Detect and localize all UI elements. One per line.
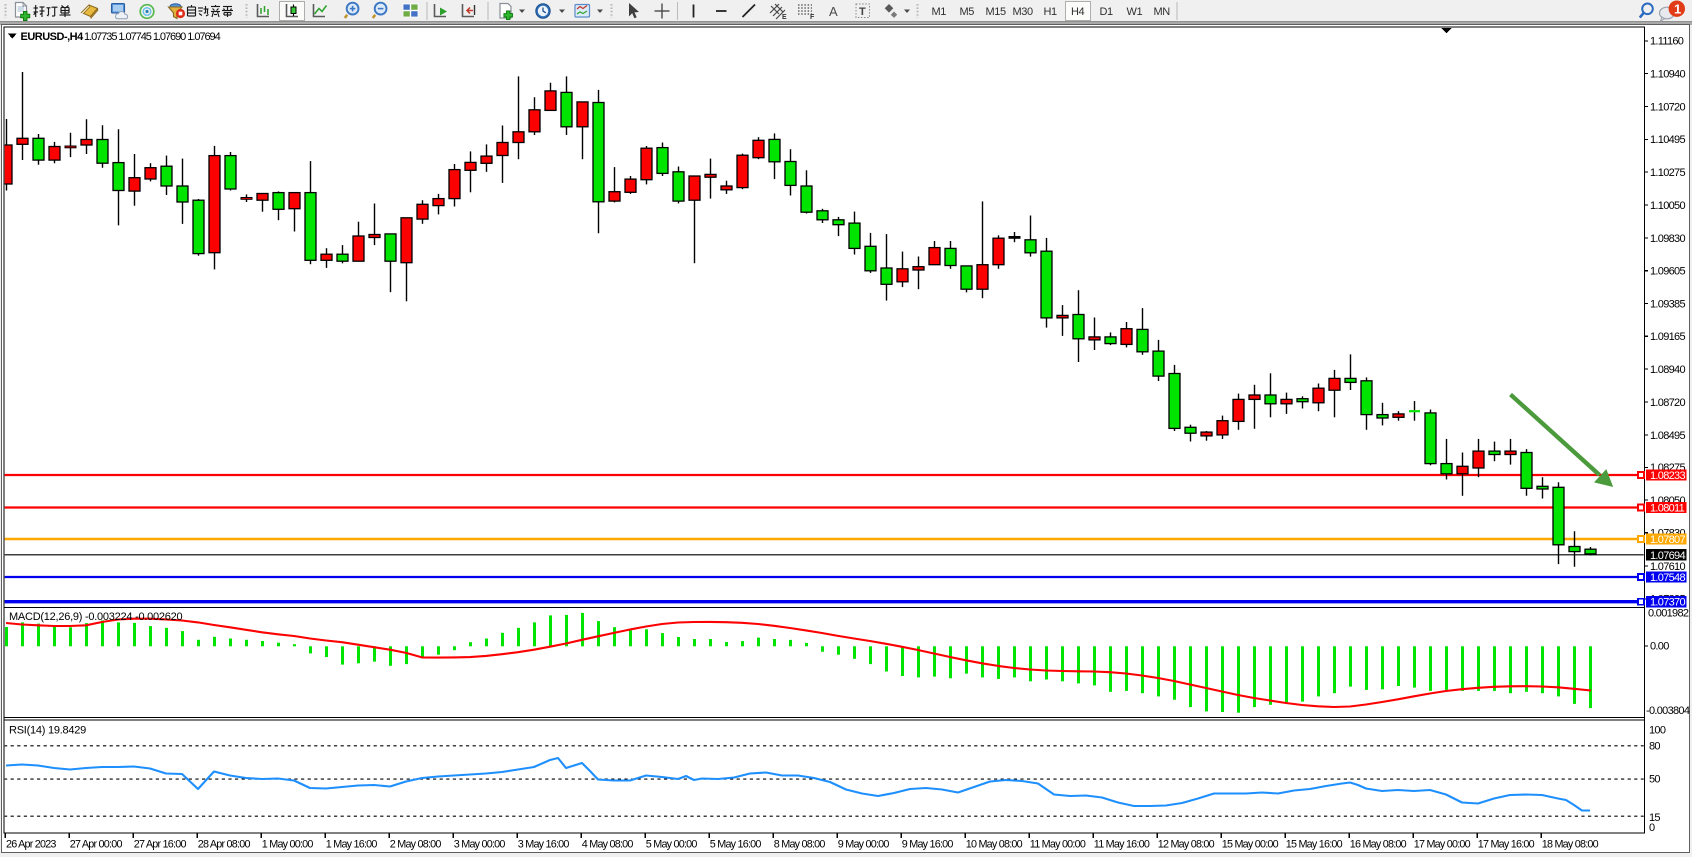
svg-text:M30: M30	[1013, 6, 1033, 18]
svg-text:M5: M5	[960, 6, 975, 18]
svg-text:28 Apr 08:00: 28 Apr 08:00	[198, 839, 251, 851]
svg-text:T: T	[859, 6, 866, 18]
svg-text:3 May 00:00: 3 May 00:00	[454, 839, 506, 851]
svg-text:-0.003804: -0.003804	[1646, 705, 1690, 717]
svg-text:1.10940: 1.10940	[1650, 69, 1685, 81]
svg-text:26 Apr 2023: 26 Apr 2023	[6, 839, 56, 851]
svg-text:1.07610: 1.07610	[1650, 561, 1685, 573]
svg-text:1.10495: 1.10495	[1650, 134, 1685, 146]
svg-text:9 May 00:00: 9 May 00:00	[838, 839, 890, 851]
svg-text:1 May 16:00: 1 May 16:00	[326, 839, 378, 851]
svg-text:15: 15	[1649, 812, 1660, 824]
svg-text:0: 0	[1649, 822, 1655, 834]
svg-text:H1: H1	[1044, 6, 1058, 18]
svg-text:10 May 08:00: 10 May 08:00	[966, 839, 1023, 851]
svg-text:1.07735 1.07745 1.07690 1.0769: 1.07735 1.07745 1.07690 1.07694	[84, 31, 221, 43]
svg-text:1 May 00:00: 1 May 00:00	[262, 839, 314, 851]
svg-text:MACD(12,26,9) -0.003224 -0.002: MACD(12,26,9) -0.003224 -0.002620	[9, 611, 182, 623]
svg-text:2 May 08:00: 2 May 08:00	[390, 839, 442, 851]
svg-text:12 May 08:00: 12 May 08:00	[1158, 839, 1215, 851]
svg-text:80: 80	[1649, 741, 1660, 753]
svg-text:17 May 00:00: 17 May 00:00	[1414, 839, 1471, 851]
svg-text:F: F	[810, 14, 815, 21]
svg-text:1.09605: 1.09605	[1650, 266, 1685, 278]
svg-text:1.08233: 1.08233	[1650, 470, 1685, 482]
svg-text:MN: MN	[1154, 6, 1171, 18]
svg-text:50: 50	[1649, 773, 1660, 785]
svg-text:1.07370: 1.07370	[1650, 597, 1685, 609]
svg-text:M15: M15	[986, 6, 1006, 18]
svg-text:1.08720: 1.08720	[1650, 397, 1685, 409]
svg-text:1.08940: 1.08940	[1650, 364, 1685, 376]
svg-text:1.07694: 1.07694	[1650, 550, 1685, 562]
svg-text:15 May 16:00: 15 May 16:00	[1286, 839, 1343, 851]
svg-text:16 May 08:00: 16 May 08:00	[1350, 839, 1407, 851]
svg-text:EURUSD-,H4: EURUSD-,H4	[21, 31, 85, 43]
svg-text:15 May 00:00: 15 May 00:00	[1222, 839, 1279, 851]
svg-text:8 May 08:00: 8 May 08:00	[774, 839, 826, 851]
svg-text:RSI(14) 19.8429: RSI(14) 19.8429	[9, 725, 86, 737]
svg-text:A: A	[829, 4, 838, 19]
svg-text:5 May 16:00: 5 May 16:00	[710, 839, 762, 851]
svg-text:0.00: 0.00	[1650, 641, 1669, 653]
svg-text:1.09830: 1.09830	[1650, 233, 1685, 245]
svg-text:3 May 16:00: 3 May 16:00	[518, 839, 570, 851]
svg-text:1.08495: 1.08495	[1650, 430, 1685, 442]
svg-text:1.07807: 1.07807	[1650, 534, 1685, 546]
svg-text:M1: M1	[932, 6, 947, 18]
svg-text:5 May 00:00: 5 May 00:00	[646, 839, 698, 851]
svg-text:27 Apr 16:00: 27 Apr 16:00	[134, 839, 187, 851]
svg-text:27 Apr 00:00: 27 Apr 00:00	[70, 839, 123, 851]
svg-text:1.09165: 1.09165	[1650, 331, 1685, 343]
svg-text:1.07548: 1.07548	[1650, 572, 1685, 584]
svg-text:0.001982: 0.001982	[1648, 608, 1689, 620]
svg-text:W1: W1	[1127, 6, 1143, 18]
svg-text:1.08011: 1.08011	[1650, 503, 1685, 515]
svg-text:1: 1	[1674, 1, 1681, 16]
svg-text:1.09385: 1.09385	[1650, 298, 1685, 310]
svg-text:E: E	[782, 14, 787, 21]
svg-text:D1: D1	[1100, 6, 1114, 18]
svg-text:H4: H4	[1071, 6, 1085, 18]
svg-text:100: 100	[1649, 724, 1666, 736]
svg-text:11 May 16:00: 11 May 16:00	[1094, 839, 1150, 851]
svg-text:1.11160: 1.11160	[1650, 36, 1684, 48]
svg-text:11 May 00:00: 11 May 00:00	[1030, 839, 1086, 851]
svg-text:1.10050: 1.10050	[1650, 200, 1685, 212]
svg-text:18 May 08:00: 18 May 08:00	[1542, 839, 1599, 851]
svg-text:4 May 08:00: 4 May 08:00	[582, 839, 634, 851]
svg-text:1.10275: 1.10275	[1650, 167, 1685, 179]
svg-text:9 May 16:00: 9 May 16:00	[902, 839, 954, 851]
svg-text:17 May 16:00: 17 May 16:00	[1478, 839, 1535, 851]
svg-text:1.10720: 1.10720	[1650, 101, 1685, 113]
